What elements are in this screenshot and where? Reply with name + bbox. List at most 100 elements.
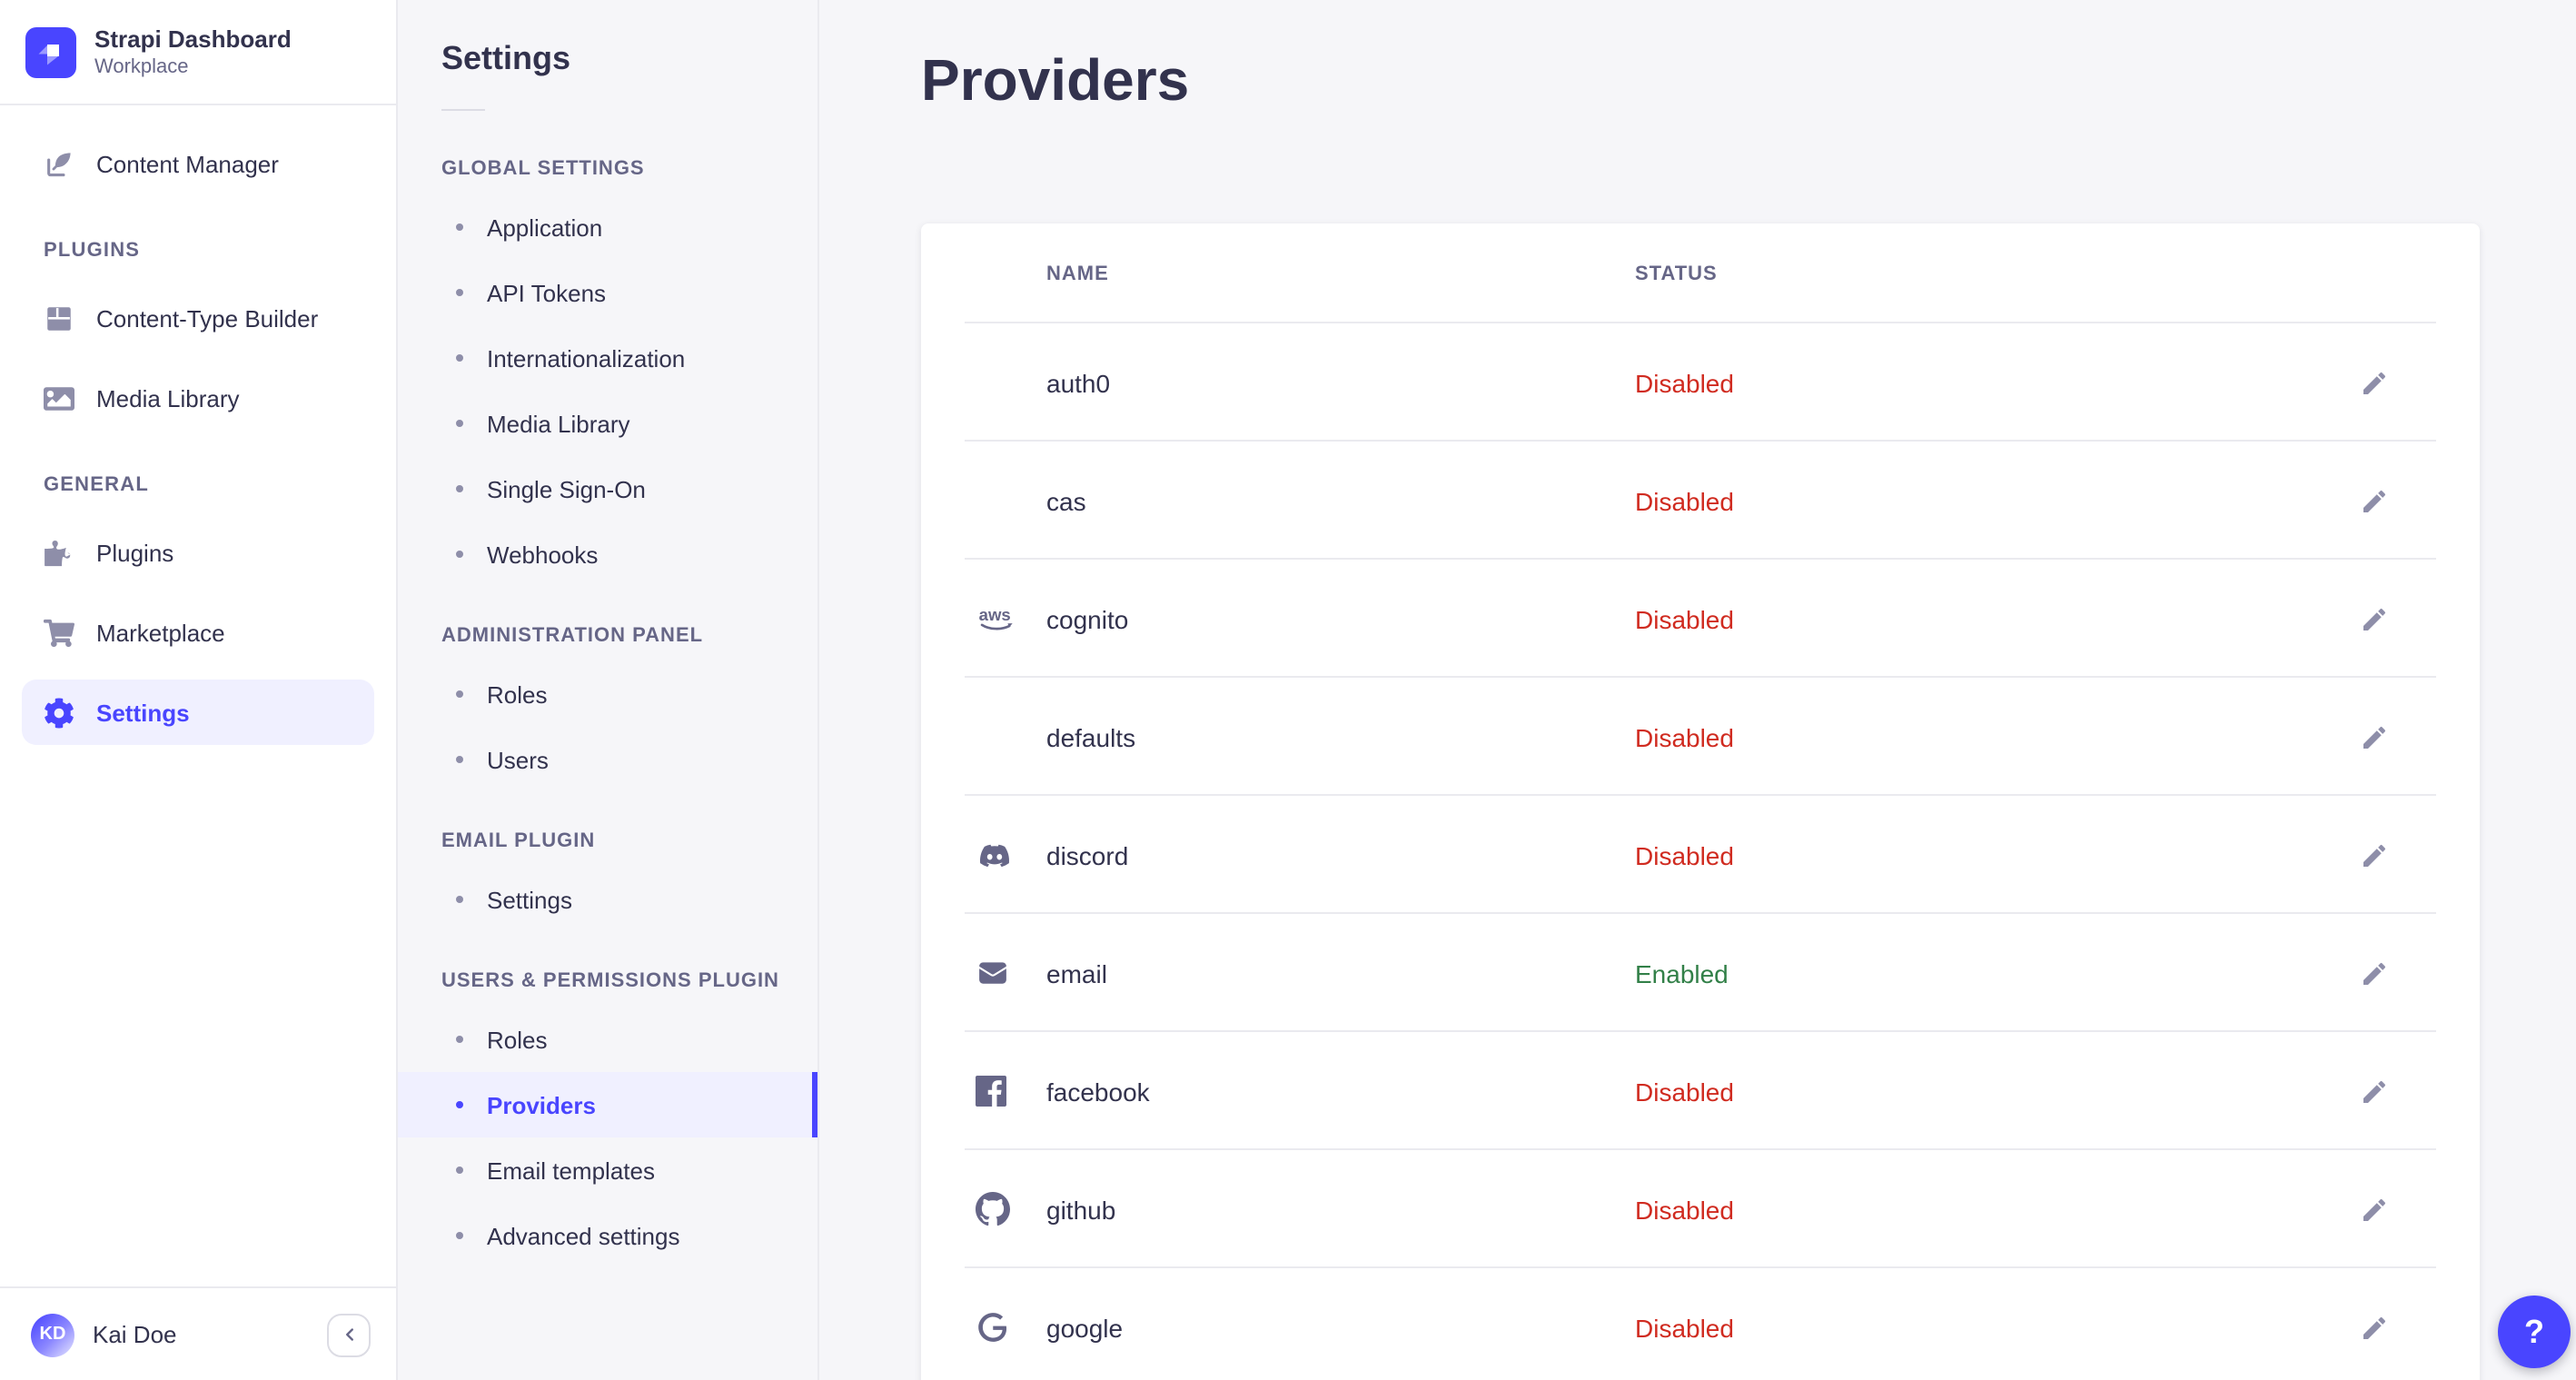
avatar[interactable]: KD	[31, 1313, 74, 1356]
edit-provider-button[interactable]	[2320, 1313, 2429, 1342]
item-bullet	[456, 690, 463, 698]
subnav-section-administration-panel: ADMINISTRATION PANEL Roles Users	[398, 625, 817, 792]
workspace-switcher[interactable]: Strapi Dashboard Workplace	[0, 0, 396, 105]
edit-provider-button[interactable]	[2320, 604, 2429, 633]
provider-row-github[interactable]: github Disabled	[921, 1150, 2480, 1268]
provider-row-defaults[interactable]: defaults Disabled	[921, 678, 2480, 796]
media-library-icon	[44, 382, 74, 413]
pencil-icon	[2360, 1195, 2389, 1224]
provider-status: Disabled	[1635, 722, 1734, 751]
sidebar-item-marketplace[interactable]: Marketplace	[22, 600, 374, 665]
table-body: auth0 Disabled cas Disabled aws cognito Disabl…	[921, 323, 2480, 1380]
provider-status: Disabled	[1635, 368, 1734, 397]
settings-nav-item-label: Media Library	[487, 410, 630, 437]
settings-nav-item-roles[interactable]: Roles	[398, 661, 817, 727]
help-button[interactable]: ?	[2498, 1296, 2571, 1368]
settings-nav-item-label: Email templates	[487, 1157, 655, 1184]
provider-name: github	[1046, 1195, 1116, 1224]
sidebar-item-plugins[interactable]: Plugins	[22, 520, 374, 585]
column-header-status: STATUS	[1635, 263, 1718, 284]
cart-icon	[44, 617, 74, 648]
item-bullet	[456, 551, 463, 558]
edit-provider-button[interactable]	[2320, 1077, 2429, 1106]
item-bullet	[456, 1036, 463, 1043]
provider-status: Disabled	[1635, 486, 1734, 515]
provider-row-auth0[interactable]: auth0 Disabled	[921, 323, 2480, 442]
provider-row-cognito[interactable]: aws cognito Disabled	[921, 560, 2480, 678]
sidebar-item-settings[interactable]: Settings	[22, 680, 374, 745]
provider-name: email	[1046, 958, 1107, 988]
svg-text:aws: aws	[979, 604, 1011, 623]
edit-provider-button[interactable]	[2320, 368, 2429, 397]
settings-nav-item-advanced-settings[interactable]: Advanced settings	[398, 1203, 817, 1268]
edit-provider-button[interactable]	[2320, 840, 2429, 869]
settings-nav-item-label: Providers	[487, 1091, 596, 1118]
app-title: Strapi Dashboard	[94, 25, 292, 53]
settings-nav-item-internationalization[interactable]: Internationalization	[398, 325, 817, 391]
provider-row-cas[interactable]: cas Disabled	[921, 442, 2480, 560]
github-icon	[965, 1192, 1046, 1226]
subnav-section-label: ADMINISTRATION PANEL	[441, 625, 704, 647]
settings-nav-item-media-library[interactable]: Media Library	[398, 391, 817, 456]
strapi-logo	[25, 27, 76, 78]
settings-nav-item-webhooks[interactable]: Webhooks	[398, 521, 817, 587]
provider-name: cognito	[1046, 604, 1129, 633]
settings-nav-item-label: Roles	[487, 680, 548, 708]
settings-nav-item-single-sign-on[interactable]: Single Sign-On	[398, 456, 817, 521]
provider-status: Enabled	[1635, 958, 1729, 988]
settings-nav-item-label: Webhooks	[487, 541, 599, 568]
edit-provider-button[interactable]	[2320, 722, 2429, 751]
provider-status: Disabled	[1635, 1195, 1734, 1224]
sidebar-item-content-type-builder[interactable]: Content-Type Builder	[22, 285, 374, 351]
column-header-name: NAME	[1046, 263, 1109, 284]
item-bullet	[456, 896, 463, 903]
main-sidebar: Strapi Dashboard Workplace Content Manag…	[0, 0, 398, 1380]
settings-nav-item-roles[interactable]: Roles	[398, 1007, 817, 1072]
subnav-title: Settings	[441, 40, 571, 76]
subnav-section-label: EMAIL PLUGIN	[441, 830, 596, 852]
sidebar-item-label: Content Manager	[96, 150, 279, 177]
collapse-nav-button[interactable]	[327, 1313, 371, 1356]
settings-nav-item-providers[interactable]: Providers	[398, 1072, 817, 1137]
provider-status: Disabled	[1635, 840, 1734, 869]
settings-nav-item-label: Application	[487, 213, 603, 241]
sidebar-item-media-library[interactable]: Media Library	[22, 365, 374, 431]
provider-status: Disabled	[1635, 1313, 1734, 1342]
main-nav-menu: Content Manager PLUGINS Content-Type Build…	[0, 105, 396, 1286]
gear-icon	[44, 697, 74, 728]
provider-row-email[interactable]: email Enabled	[921, 914, 2480, 1032]
item-bullet	[456, 1101, 463, 1108]
user-section: KD Kai Doe	[0, 1286, 396, 1380]
pencil-icon	[2360, 958, 2389, 988]
settings-nav-item-application[interactable]: Application	[398, 194, 817, 260]
edit-provider-button[interactable]	[2320, 958, 2429, 988]
pencil-icon	[2360, 1313, 2389, 1342]
provider-row-discord[interactable]: discord Disabled	[921, 796, 2480, 914]
settings-nav-item-email-templates[interactable]: Email templates	[398, 1137, 817, 1203]
edit-provider-button[interactable]	[2320, 486, 2429, 515]
settings-nav-item-label: Settings	[487, 886, 572, 913]
item-bullet	[456, 1167, 463, 1174]
item-bullet	[456, 420, 463, 427]
settings-nav-item-settings[interactable]: Settings	[398, 867, 817, 932]
settings-nav-item-label: Single Sign-On	[487, 475, 646, 502]
sidebar-item-label: Marketplace	[96, 619, 225, 646]
settings-nav-item-users[interactable]: Users	[398, 727, 817, 792]
facebook-icon	[965, 1076, 1046, 1107]
pencil-icon	[2360, 486, 2389, 515]
nav-section-label-plugins: PLUGINS	[44, 240, 141, 262]
settings-nav-item-label: API Tokens	[487, 279, 607, 306]
content-type-builder-icon	[44, 303, 74, 333]
settings-nav-item-label: Internationalization	[487, 344, 686, 372]
subnav-section-label: GLOBAL SETTINGS	[441, 158, 645, 180]
subnav-section-global-settings: GLOBAL SETTINGS Application API Tokens Inte…	[398, 158, 817, 587]
provider-row-google[interactable]: google Disabled	[921, 1268, 2480, 1380]
settings-nav-item-api-tokens[interactable]: API Tokens	[398, 260, 817, 325]
sidebar-item-label: Plugins	[96, 539, 174, 566]
provider-row-facebook[interactable]: facebook Disabled	[921, 1032, 2480, 1150]
settings-subnav: Settings GLOBAL SETTINGS Application API T…	[398, 0, 819, 1380]
sidebar-item-content-manager[interactable]: Content Manager	[22, 131, 374, 196]
edit-provider-button[interactable]	[2320, 1195, 2429, 1224]
chevron-left-icon	[339, 1325, 359, 1345]
table-header: NAME STATUS	[921, 223, 2480, 323]
